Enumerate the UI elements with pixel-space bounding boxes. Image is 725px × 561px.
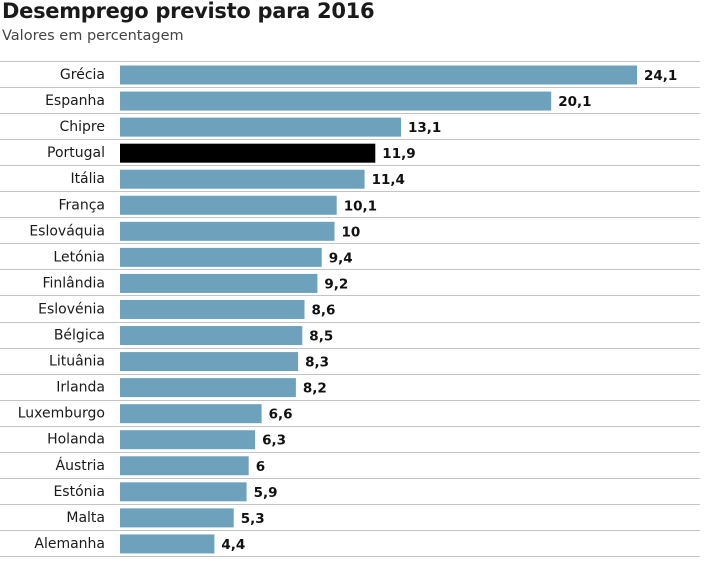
bar-letonia bbox=[120, 247, 322, 267]
category-label-franca: França bbox=[58, 197, 105, 213]
category-label-finlandia: Finlândia bbox=[43, 275, 106, 291]
category-label-chipre: Chipre bbox=[60, 119, 106, 135]
value-label-letonia: 9,4 bbox=[329, 250, 353, 266]
bar-finlandia bbox=[120, 273, 318, 293]
value-label-finlandia: 9,2 bbox=[324, 276, 348, 292]
category-label-lituania: Lituânia bbox=[49, 354, 105, 370]
category-label-letonia: Letónia bbox=[53, 249, 105, 265]
value-label-luxemburgo: 6,6 bbox=[269, 407, 293, 423]
value-label-eslovaquia: 10 bbox=[342, 224, 361, 240]
value-label-austria: 6 bbox=[256, 459, 265, 475]
bar-malta bbox=[120, 508, 234, 528]
category-label-irlanda: Irlanda bbox=[56, 380, 105, 396]
value-label-alemanha: 4,4 bbox=[221, 537, 245, 553]
bar-alemanha bbox=[120, 534, 215, 554]
value-label-holanda: 6,3 bbox=[262, 433, 286, 449]
value-label-chipre: 13,1 bbox=[408, 120, 441, 136]
category-label-eslovaquia: Eslováquia bbox=[29, 223, 105, 239]
chart-title: Desemprego previsto para 2016 bbox=[2, 0, 375, 23]
bar-portugal bbox=[120, 143, 376, 163]
value-label-franca: 10,1 bbox=[344, 198, 377, 214]
category-label-holanda: Holanda bbox=[47, 432, 105, 448]
value-label-lituania: 8,3 bbox=[305, 355, 329, 371]
category-label-portugal: Portugal bbox=[47, 145, 105, 161]
category-label-austria: Áustria bbox=[56, 457, 105, 474]
bar-eslovenia bbox=[120, 299, 305, 319]
bar-austria bbox=[120, 456, 249, 476]
bar-luxemburgo bbox=[120, 404, 262, 424]
value-label-grecia: 24,1 bbox=[644, 68, 677, 84]
value-label-italia: 11,4 bbox=[372, 172, 405, 188]
value-label-belgica: 8,5 bbox=[309, 329, 333, 345]
category-label-malta: Malta bbox=[66, 510, 105, 526]
value-label-malta: 5,3 bbox=[241, 511, 265, 527]
bar-grecia bbox=[120, 65, 637, 85]
category-label-italia: Itália bbox=[70, 171, 105, 187]
category-label-luxemburgo: Luxemburgo bbox=[18, 406, 105, 422]
value-label-portugal: 11,9 bbox=[382, 146, 415, 162]
bar-lituania bbox=[120, 352, 299, 372]
bar-espanha bbox=[120, 91, 552, 111]
value-label-estonia: 5,9 bbox=[254, 485, 278, 501]
chart-subtitle: Valores em percentagem bbox=[2, 28, 184, 44]
value-label-espanha: 20,1 bbox=[558, 94, 591, 110]
bar-estonia bbox=[120, 482, 247, 502]
bar-irlanda bbox=[120, 378, 296, 398]
category-label-grecia: Grécia bbox=[60, 67, 105, 83]
category-label-espanha: Espanha bbox=[45, 93, 105, 109]
value-label-irlanda: 8,2 bbox=[303, 381, 327, 397]
bar-eslovaquia bbox=[120, 221, 335, 241]
bar-franca bbox=[120, 195, 337, 215]
category-label-belgica: Bélgica bbox=[54, 328, 105, 344]
bar-belgica bbox=[120, 326, 303, 346]
bar-holanda bbox=[120, 430, 256, 450]
value-label-eslovenia: 8,6 bbox=[312, 302, 336, 318]
bar-italia bbox=[120, 169, 365, 189]
category-label-eslovenia: Eslovénia bbox=[38, 301, 105, 317]
bar-chipre bbox=[120, 117, 401, 137]
category-label-alemanha: Alemanha bbox=[34, 536, 105, 552]
category-label-estonia: Estónia bbox=[53, 484, 105, 500]
